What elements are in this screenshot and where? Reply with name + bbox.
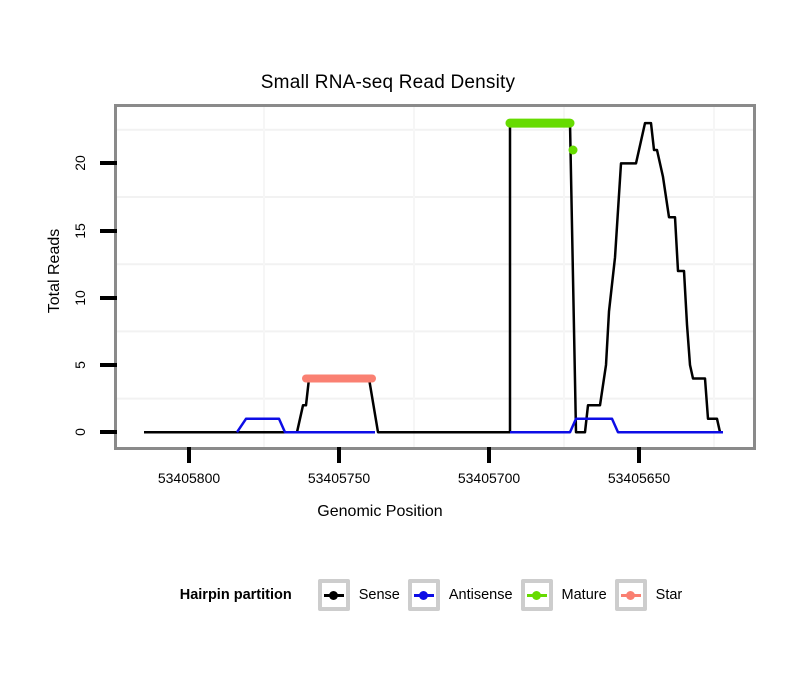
legend-label-star: Star xyxy=(655,587,683,603)
legend: Hairpin partition Sense Antisense Mature xyxy=(117,578,753,612)
mature-key-icon xyxy=(520,579,553,611)
x-tick-mark xyxy=(487,447,491,463)
legend-key-mature: Mature xyxy=(520,579,607,611)
legend-title: Hairpin partition xyxy=(179,587,292,603)
y-tick-mark xyxy=(100,363,117,367)
y-tick-label: 0 xyxy=(72,428,88,436)
x-tick-label: 53405700 xyxy=(457,470,521,486)
legend-label-sense: Sense xyxy=(358,587,400,603)
y-tick-label: 10 xyxy=(72,290,88,306)
legend-key-star: Star xyxy=(614,579,683,611)
x-tick-mark xyxy=(337,447,341,463)
y-tick-mark xyxy=(100,430,117,434)
x-tick-mark xyxy=(637,447,641,463)
plot-panel xyxy=(114,104,756,450)
legend-key-antisense: Antisense xyxy=(407,579,513,611)
legend-label-mature: Mature xyxy=(561,587,607,603)
chart-title: Small RNA-seq Read Density xyxy=(260,72,516,93)
x-tick-label: 53405800 xyxy=(157,470,221,486)
y-tick-mark xyxy=(100,161,117,165)
antisense-line xyxy=(510,417,723,434)
y-axis-label: Total Reads xyxy=(46,228,63,314)
y-tick-mark xyxy=(100,296,117,300)
x-tick-label: 53405650 xyxy=(607,470,671,486)
y-tick-label: 15 xyxy=(72,223,88,239)
antisense-dot-glyph xyxy=(419,590,429,600)
antisense-line xyxy=(235,417,375,434)
x-axis-label: Genomic Position xyxy=(317,503,443,520)
x-tick-label: 53405750 xyxy=(307,470,371,486)
y-tick-mark xyxy=(100,229,117,233)
sense-line xyxy=(144,121,723,434)
legend-label-antisense: Antisense xyxy=(448,587,513,603)
legend-key-sense: Sense xyxy=(317,579,400,611)
y-tick-label: 5 xyxy=(72,361,88,369)
sense-key-icon xyxy=(317,579,350,611)
x-tick-mark xyxy=(187,447,191,463)
mature-point xyxy=(568,145,578,155)
sense-dot-glyph xyxy=(329,590,339,600)
antisense-key-icon xyxy=(407,579,440,611)
plot-area xyxy=(117,107,753,447)
y-tick-label: 20 xyxy=(72,155,88,171)
star-dot-glyph xyxy=(626,590,636,600)
star-key-icon xyxy=(614,579,647,611)
mature-dot-glyph xyxy=(532,590,542,600)
